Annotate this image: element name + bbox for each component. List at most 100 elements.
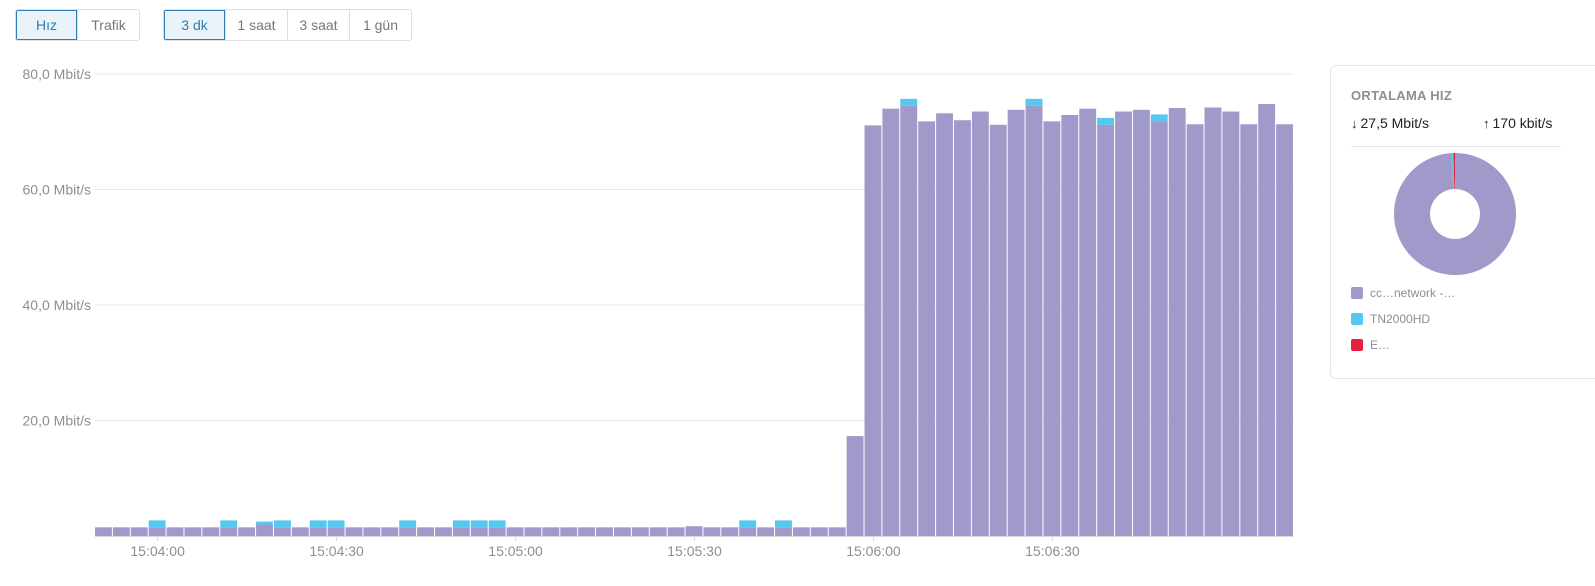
bar-series-1[interactable]	[506, 527, 524, 536]
bar-series-2[interactable]	[470, 520, 488, 528]
bar-series-1[interactable]	[452, 527, 470, 536]
bar-series-1[interactable]	[130, 527, 148, 536]
bar-series-1[interactable]	[1132, 109, 1150, 537]
bar-series-1[interactable]	[685, 526, 703, 536]
bar-series-1[interactable]	[1097, 124, 1115, 536]
bar-series-1[interactable]	[721, 527, 739, 536]
bar-series-1[interactable]	[739, 527, 757, 536]
bar-series-2[interactable]	[1150, 114, 1168, 122]
bar-series-1[interactable]	[273, 527, 291, 536]
tab-range-3min[interactable]: 3 dk	[164, 10, 226, 40]
tab-speed[interactable]: Hız	[16, 10, 78, 40]
bar-series-2[interactable]	[1025, 98, 1043, 106]
bar-series-1[interactable]	[596, 527, 613, 536]
tab-range-3hours[interactable]: 3 saat	[288, 10, 350, 40]
upload-rate: ↑ 170 kbit/s	[1483, 115, 1552, 131]
bar-series-1[interactable]	[1115, 111, 1132, 536]
bar-series-1[interactable]	[810, 527, 828, 536]
bar-series-1[interactable]	[435, 527, 452, 536]
bar-series-2[interactable]	[273, 520, 291, 528]
bar-series-1[interactable]	[792, 527, 810, 536]
bar-series-2[interactable]	[1097, 117, 1115, 125]
bar-series-1[interactable]	[112, 527, 130, 536]
bar-series-1[interactable]	[256, 524, 273, 536]
bar-series-1[interactable]	[238, 527, 256, 536]
legend-item-device-1[interactable]: cc…network -…	[1351, 286, 1561, 302]
bar-series-2[interactable]	[900, 98, 918, 106]
bar-series-1[interactable]	[363, 527, 381, 536]
bar-series-1[interactable]	[470, 527, 488, 536]
bar-series-2[interactable]	[452, 520, 470, 528]
bar-series-2[interactable]	[148, 520, 166, 528]
bar-series-1[interactable]	[757, 527, 775, 536]
bar-series-1[interactable]	[882, 108, 900, 537]
bar-series-1[interactable]	[1043, 121, 1061, 536]
x-tick-label: 15:04:00	[130, 543, 185, 559]
bar-series-2[interactable]	[220, 520, 238, 528]
bar-series-1[interactable]	[327, 527, 345, 536]
donut-slice-2[interactable]	[1451, 153, 1455, 190]
bar-series-1[interactable]	[578, 527, 596, 536]
bar-series-1[interactable]	[918, 121, 936, 536]
bar-series-1[interactable]	[1079, 108, 1097, 537]
bar-series-2[interactable]	[309, 520, 327, 528]
bar-series-1[interactable]	[775, 527, 792, 536]
bar-series-1[interactable]	[1240, 124, 1258, 537]
bar-series-2[interactable]	[399, 520, 417, 528]
bar-series-1[interactable]	[667, 527, 685, 536]
bar-series-1[interactable]	[971, 111, 989, 536]
legend-item-device-2[interactable]: TN2000HD	[1351, 312, 1561, 328]
bar-series-1[interactable]	[524, 527, 542, 536]
bar-series-1[interactable]	[1150, 121, 1168, 536]
bar-series-1[interactable]	[631, 527, 649, 536]
bar-series-1[interactable]	[1258, 104, 1276, 536]
bar-series-1[interactable]	[1061, 115, 1079, 536]
bar-series-1[interactable]	[1168, 108, 1186, 536]
average-speed-panel: ORTALAMA HIZ ↓ 27,5 Mbit/s ↑ 170 kbit/s cc…	[1330, 65, 1595, 379]
bar-series-1[interactable]	[417, 527, 435, 536]
bar-series-1[interactable]	[488, 527, 506, 536]
bar-series-1[interactable]	[1007, 109, 1025, 537]
bar-series-1[interactable]	[953, 120, 971, 536]
bar-series-1[interactable]	[95, 527, 112, 536]
donut-slice-3[interactable]	[1453, 153, 1455, 190]
donut-slice-1[interactable]	[1394, 153, 1516, 275]
bar-series-1[interactable]	[202, 527, 220, 536]
tab-range-1day[interactable]: 1 gün	[362, 17, 399, 33]
bar-series-1[interactable]	[291, 527, 309, 536]
bar-series-1[interactable]	[220, 527, 238, 536]
bar-series-1[interactable]	[613, 527, 631, 536]
bar-series-1[interactable]	[846, 436, 864, 536]
bar-series-1[interactable]	[1186, 124, 1204, 537]
bar-series-1[interactable]	[166, 527, 184, 536]
bar-series-1[interactable]	[989, 124, 1007, 536]
bar-series-1[interactable]	[542, 527, 560, 536]
bar-series-1[interactable]	[399, 527, 417, 536]
bar-series-2[interactable]	[327, 520, 345, 528]
bar-series-1[interactable]	[936, 113, 953, 536]
bar-series-1[interactable]	[649, 527, 667, 536]
bar-series-1[interactable]	[184, 527, 202, 536]
x-tick-label: 15:06:30	[1025, 543, 1080, 559]
bar-series-1[interactable]	[1276, 124, 1293, 537]
bar-series-1[interactable]	[1222, 111, 1240, 536]
tab-traffic[interactable]: Trafik	[91, 17, 126, 33]
bar-series-1[interactable]	[560, 527, 578, 536]
bar-series-1[interactable]	[148, 527, 166, 536]
bar-series-1[interactable]	[828, 527, 846, 536]
bar-series-1[interactable]	[381, 527, 399, 536]
legend-item-device-3[interactable]: E…	[1351, 338, 1561, 354]
bar-series-1[interactable]	[703, 527, 721, 536]
bar-series-2[interactable]	[256, 521, 273, 525]
bar-series-1[interactable]	[1204, 107, 1222, 536]
bar-series-2[interactable]	[488, 520, 506, 528]
bar-series-2[interactable]	[739, 520, 757, 528]
bar-series-1[interactable]	[1025, 105, 1043, 536]
bar-series-1[interactable]	[309, 527, 327, 536]
bar-series-1[interactable]	[900, 105, 918, 536]
bar-series-2[interactable]	[775, 520, 792, 528]
bar-series-1[interactable]	[864, 125, 882, 537]
bar-series-1[interactable]	[345, 527, 363, 536]
tab-range-1hour[interactable]: 1 saat	[226, 10, 288, 40]
x-tick-label: 15:06:00	[846, 543, 901, 559]
